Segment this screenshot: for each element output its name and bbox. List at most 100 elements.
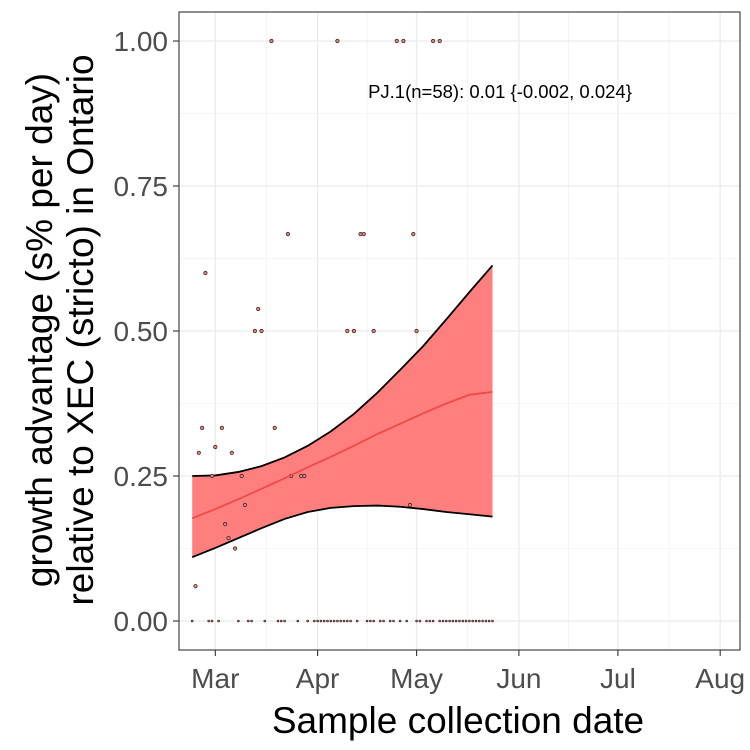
data-point <box>209 473 215 479</box>
y-tick-label: 0.75 <box>114 171 169 202</box>
y-tick-label: 0.25 <box>114 461 169 492</box>
data-point <box>438 619 442 623</box>
data-point <box>203 270 208 276</box>
data-point <box>283 619 286 623</box>
data-point <box>477 619 481 623</box>
data-point <box>326 619 329 623</box>
confidence-ribbon <box>191 264 494 559</box>
axes: Mar Apr May Jun Jul Aug 0.00 0.25 0.50 0.75 1.00 <box>114 26 746 694</box>
data-point <box>487 619 491 623</box>
data-point <box>200 425 205 430</box>
x-tick-label: Jun <box>496 663 541 694</box>
data-point <box>448 619 451 623</box>
data-point <box>428 619 432 623</box>
data-point <box>361 232 366 237</box>
data-point <box>382 619 385 623</box>
data-point <box>474 619 478 623</box>
data-point <box>471 619 475 623</box>
x-tick-label: May <box>390 663 443 694</box>
x-tick-label: Jul <box>600 663 636 694</box>
data-point <box>345 328 350 334</box>
data-point <box>217 619 220 623</box>
data-point <box>454 619 458 623</box>
data-point <box>431 619 435 623</box>
y-axis-title-line1: growth advantage (s% per day) <box>19 73 60 587</box>
data-point <box>411 232 416 237</box>
data-point <box>207 619 211 623</box>
y-tick-label: 1.00 <box>114 26 169 57</box>
x-tick-label: Mar <box>191 663 239 694</box>
annotation-label: PJ.1(n=58): 0.01 {-0.002, 0.024} <box>368 81 632 102</box>
data-point <box>461 619 465 623</box>
data-point <box>226 535 231 541</box>
data-point <box>239 473 244 479</box>
x-tick-label: Aug <box>695 663 745 694</box>
data-point <box>388 619 392 623</box>
data-point <box>279 619 283 623</box>
data-point <box>349 619 352 623</box>
data-point <box>425 619 428 623</box>
data-point <box>250 619 253 623</box>
data-point <box>259 328 264 334</box>
data-point <box>336 619 339 623</box>
data-point <box>306 619 310 623</box>
data-point <box>405 619 409 623</box>
data-point <box>398 619 402 623</box>
x-tick-label: Apr <box>296 663 340 694</box>
data-point <box>392 619 395 623</box>
data-point <box>378 619 382 623</box>
data-point <box>468 619 471 623</box>
data-point <box>351 328 356 334</box>
y-tick-label: 0.00 <box>114 606 169 637</box>
data-point <box>296 619 300 623</box>
ribbon-upper-edge <box>192 264 494 477</box>
y-axis-title-line2: relative to XEC (stricto) in Ontario <box>60 54 101 605</box>
data-point <box>193 584 198 589</box>
data-point <box>372 619 376 623</box>
data-point <box>355 619 359 623</box>
data-point <box>213 444 218 450</box>
data-point <box>414 328 419 334</box>
data-point <box>437 38 442 44</box>
data-point <box>316 619 319 623</box>
data-point <box>365 619 369 623</box>
data-point <box>219 425 224 430</box>
data-point <box>233 546 238 551</box>
data-point <box>464 619 468 623</box>
data-point <box>242 502 248 508</box>
data-point <box>401 38 406 44</box>
data-point <box>441 619 445 623</box>
fit-line <box>191 391 493 520</box>
data-point <box>302 473 307 479</box>
data-point <box>342 619 346 623</box>
fit-line-layer <box>191 391 493 520</box>
data-point <box>335 38 340 44</box>
data-point <box>269 38 274 44</box>
data-point <box>276 619 280 623</box>
ribbon-area <box>192 265 493 558</box>
data-point <box>394 38 399 44</box>
data-point <box>223 522 228 527</box>
data-point <box>229 450 234 455</box>
data-point <box>298 473 304 479</box>
data-point <box>312 619 316 623</box>
data-point <box>444 619 448 623</box>
data-point <box>484 619 488 623</box>
data-point <box>458 619 461 623</box>
data-points <box>190 38 494 623</box>
data-point <box>190 619 194 623</box>
data-point <box>263 619 267 623</box>
data-point <box>237 619 240 623</box>
data-point <box>430 38 436 44</box>
data-point <box>319 619 323 623</box>
data-point <box>345 619 349 623</box>
data-point <box>418 619 422 623</box>
data-point <box>358 232 363 237</box>
data-point <box>332 619 336 623</box>
data-point <box>491 619 494 623</box>
data-point <box>407 502 413 508</box>
data-point <box>339 619 343 623</box>
data-point <box>247 619 250 623</box>
data-point <box>415 619 418 623</box>
